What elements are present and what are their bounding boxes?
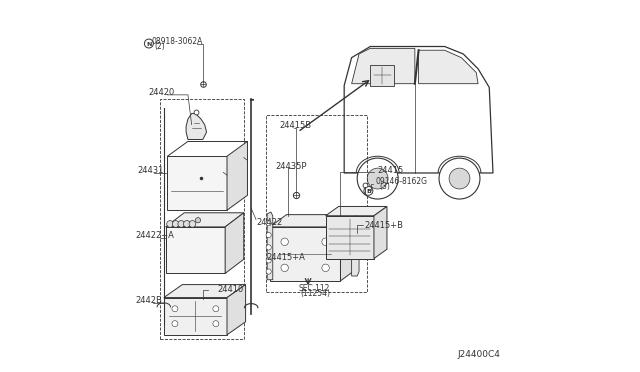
Text: 24415: 24415 bbox=[378, 166, 404, 175]
Text: 24415B: 24415B bbox=[279, 121, 311, 130]
Circle shape bbox=[213, 321, 219, 327]
Polygon shape bbox=[227, 141, 248, 210]
Polygon shape bbox=[340, 215, 357, 281]
Circle shape bbox=[145, 39, 154, 48]
Circle shape bbox=[172, 306, 178, 312]
Text: 24422+A: 24422+A bbox=[136, 231, 175, 240]
Text: 24422: 24422 bbox=[257, 218, 283, 227]
Text: N: N bbox=[147, 42, 152, 47]
Text: 24435P: 24435P bbox=[275, 162, 307, 171]
Circle shape bbox=[364, 186, 373, 195]
Polygon shape bbox=[164, 285, 246, 298]
Circle shape bbox=[195, 218, 200, 223]
Text: J24400C4: J24400C4 bbox=[458, 350, 500, 359]
Circle shape bbox=[322, 264, 330, 272]
Circle shape bbox=[281, 264, 289, 272]
Polygon shape bbox=[344, 46, 493, 173]
Text: B: B bbox=[366, 189, 371, 194]
Bar bbox=[266, 115, 367, 292]
Polygon shape bbox=[168, 156, 227, 210]
Polygon shape bbox=[419, 50, 478, 84]
Circle shape bbox=[266, 245, 271, 250]
Text: 2442B: 2442B bbox=[136, 296, 163, 305]
Polygon shape bbox=[326, 206, 387, 216]
Polygon shape bbox=[326, 216, 374, 259]
Polygon shape bbox=[267, 212, 273, 280]
Circle shape bbox=[357, 158, 398, 199]
Text: 08918-3062A: 08918-3062A bbox=[152, 36, 204, 45]
Circle shape bbox=[266, 258, 271, 263]
Text: 24415+B: 24415+B bbox=[364, 221, 403, 230]
Circle shape bbox=[367, 168, 388, 189]
Circle shape bbox=[449, 168, 470, 189]
Circle shape bbox=[322, 238, 330, 246]
Circle shape bbox=[172, 321, 178, 327]
Circle shape bbox=[178, 221, 184, 227]
Circle shape bbox=[266, 269, 271, 274]
Circle shape bbox=[266, 232, 271, 238]
Text: (3): (3) bbox=[379, 182, 390, 191]
Polygon shape bbox=[166, 227, 225, 273]
Text: 24420: 24420 bbox=[149, 88, 175, 97]
Polygon shape bbox=[270, 227, 340, 281]
Polygon shape bbox=[225, 213, 244, 273]
Circle shape bbox=[172, 221, 179, 227]
Polygon shape bbox=[164, 298, 227, 335]
Circle shape bbox=[213, 306, 219, 312]
Text: 09146-8162G: 09146-8162G bbox=[375, 177, 427, 186]
Polygon shape bbox=[351, 225, 359, 276]
Text: (11254): (11254) bbox=[300, 289, 330, 298]
Text: SEC.112: SEC.112 bbox=[299, 284, 330, 293]
Polygon shape bbox=[374, 206, 387, 259]
Polygon shape bbox=[270, 215, 357, 227]
Polygon shape bbox=[186, 113, 207, 140]
Text: 24415+A: 24415+A bbox=[266, 253, 305, 262]
Polygon shape bbox=[227, 285, 246, 335]
Circle shape bbox=[184, 221, 190, 227]
Circle shape bbox=[281, 238, 289, 246]
Bar bbox=[160, 99, 244, 339]
Circle shape bbox=[189, 221, 196, 227]
Polygon shape bbox=[166, 213, 244, 227]
Circle shape bbox=[266, 221, 271, 226]
Text: 24431: 24431 bbox=[138, 166, 164, 175]
Polygon shape bbox=[351, 48, 415, 84]
Circle shape bbox=[439, 158, 480, 199]
Bar bbox=[370, 65, 394, 86]
Text: 24410: 24410 bbox=[218, 285, 244, 294]
Text: (2): (2) bbox=[154, 42, 165, 51]
Circle shape bbox=[167, 221, 173, 227]
